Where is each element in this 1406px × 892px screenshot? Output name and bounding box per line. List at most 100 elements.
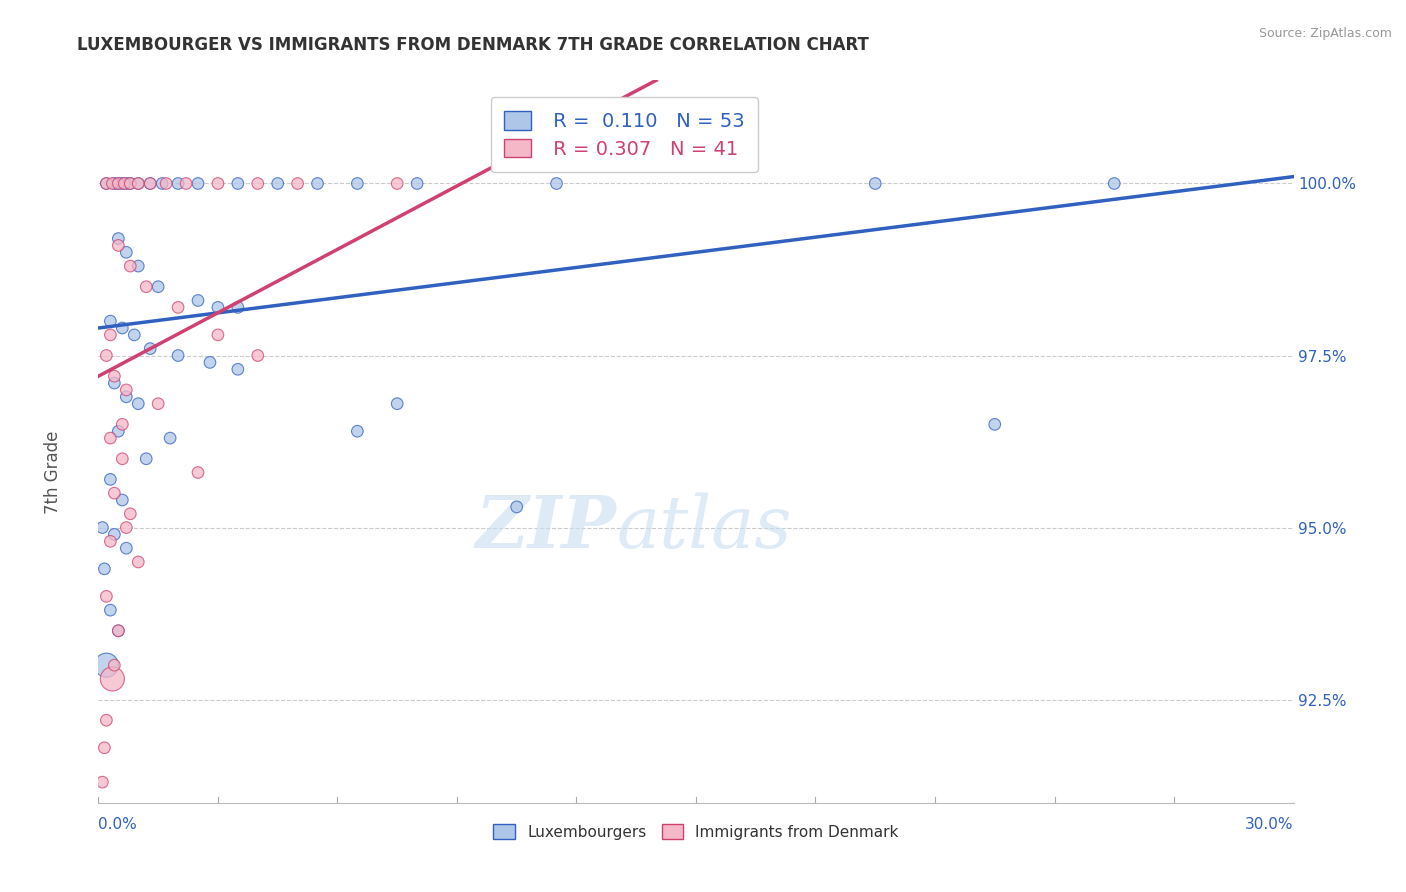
Point <box>120 507 142 521</box>
Point <box>226 301 249 315</box>
Point <box>96 658 118 673</box>
Point <box>91 520 114 534</box>
Text: 0.0%: 0.0% <box>98 817 138 832</box>
Point <box>148 397 170 411</box>
Point <box>96 713 118 727</box>
Point <box>135 279 157 293</box>
Point <box>97 803 120 817</box>
Point <box>101 672 124 686</box>
Point <box>385 177 409 191</box>
Point <box>385 397 409 411</box>
Point <box>984 417 1007 432</box>
Point <box>115 383 138 397</box>
Point <box>127 555 149 569</box>
Point <box>115 177 138 191</box>
Point <box>346 177 368 191</box>
Point <box>150 177 173 191</box>
Point <box>546 177 568 191</box>
Point <box>226 362 249 376</box>
Point <box>112 177 135 191</box>
Point <box>406 177 429 191</box>
Point <box>111 451 134 466</box>
Point <box>155 177 177 191</box>
Point <box>107 424 129 438</box>
Point <box>226 177 249 191</box>
Point <box>187 177 209 191</box>
Point <box>98 472 122 486</box>
Text: 7th Grade: 7th Grade <box>45 431 62 515</box>
Point <box>120 177 142 191</box>
Point <box>101 177 124 191</box>
Point <box>103 369 125 384</box>
Point <box>103 658 125 673</box>
Point <box>120 177 142 191</box>
Point <box>246 177 269 191</box>
Point <box>267 177 290 191</box>
Point <box>115 245 138 260</box>
Point <box>98 603 122 617</box>
Point <box>115 390 138 404</box>
Point <box>107 624 129 638</box>
Point <box>98 314 122 328</box>
Point <box>103 527 125 541</box>
Point <box>148 279 170 293</box>
Point <box>287 177 309 191</box>
Point <box>167 177 190 191</box>
Legend: Luxembourgers, Immigrants from Denmark: Luxembourgers, Immigrants from Denmark <box>488 818 904 846</box>
Point <box>187 466 209 480</box>
Point <box>115 520 138 534</box>
Text: ZIP: ZIP <box>475 492 616 563</box>
Point <box>96 349 118 363</box>
Point <box>1104 177 1126 191</box>
Point <box>159 431 181 445</box>
Point <box>91 775 114 789</box>
Point <box>187 293 209 308</box>
Point <box>96 177 118 191</box>
Point <box>198 355 221 369</box>
Point <box>124 327 146 342</box>
Point <box>167 349 190 363</box>
Text: Source: ZipAtlas.com: Source: ZipAtlas.com <box>1258 27 1392 40</box>
Point <box>107 177 129 191</box>
Point <box>346 424 368 438</box>
Point <box>207 177 229 191</box>
Point <box>127 177 149 191</box>
Point <box>246 349 269 363</box>
Point <box>167 301 190 315</box>
Point <box>115 541 138 556</box>
Point <box>111 177 134 191</box>
Point <box>127 177 149 191</box>
Point <box>107 231 129 245</box>
Point <box>93 562 115 576</box>
Point <box>207 327 229 342</box>
Point <box>174 177 197 191</box>
Point <box>139 177 162 191</box>
Point <box>127 397 149 411</box>
Point <box>98 327 122 342</box>
Point <box>139 177 162 191</box>
Point <box>111 321 134 335</box>
Point <box>98 431 122 445</box>
Point <box>107 238 129 252</box>
Point <box>96 177 118 191</box>
Text: LUXEMBOURGER VS IMMIGRANTS FROM DENMARK 7TH GRADE CORRELATION CHART: LUXEMBOURGER VS IMMIGRANTS FROM DENMARK … <box>77 36 869 54</box>
Point <box>120 259 142 273</box>
Point <box>98 534 122 549</box>
Point <box>96 590 118 604</box>
Point <box>103 486 125 500</box>
Point <box>135 451 157 466</box>
Point <box>207 301 229 315</box>
Point <box>103 376 125 390</box>
Point <box>111 493 134 508</box>
Point <box>107 624 129 638</box>
Point <box>139 342 162 356</box>
Point <box>127 259 149 273</box>
Text: atlas: atlas <box>616 492 792 563</box>
Point <box>111 417 134 432</box>
Point <box>865 177 887 191</box>
Text: 30.0%: 30.0% <box>1246 817 1294 832</box>
Point <box>93 740 115 755</box>
Point <box>107 177 129 191</box>
Point <box>103 177 125 191</box>
Point <box>506 500 529 514</box>
